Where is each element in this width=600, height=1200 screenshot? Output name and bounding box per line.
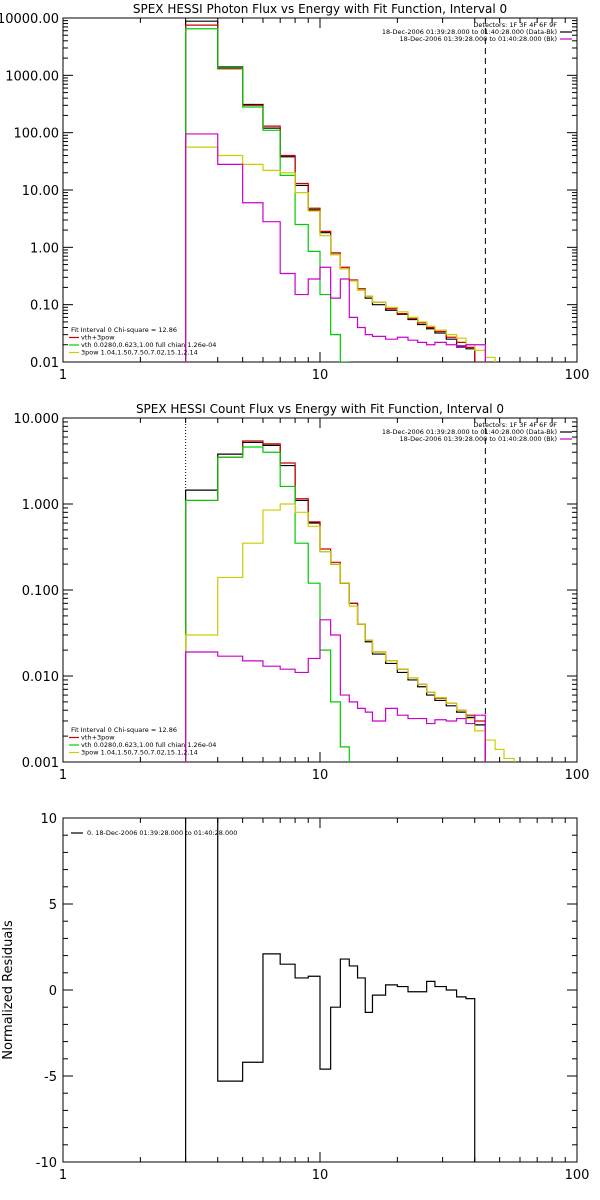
y-tick-label: 0.100 [22, 584, 59, 599]
y-tick-label: 10.000 [14, 412, 60, 427]
legend-text: 0. 18-Dec-2006 01:39:28.000 to 01:40:28.… [87, 829, 237, 837]
y-tick-label: 0.010 [22, 670, 59, 685]
y-tick-label: 100.00 [14, 127, 60, 142]
series-line-vth [185, 28, 350, 362]
series-line-data-bk [185, 441, 486, 762]
series-line-fit-total-1 [185, 440, 486, 762]
y-tick-label: 1.000 [22, 498, 59, 513]
series-line-fit-total-0 [185, 818, 476, 1162]
fit-info-line: vth+3pow [81, 734, 115, 742]
info-line: 18-Dec-2006 01:39:28.000 to 01:40:28.000… [400, 435, 558, 443]
x-tick-label: 100 [565, 368, 590, 383]
info-line: Detectors: 1F 3F 4F 6F 9F [473, 421, 557, 429]
chart-title: SPEX HESSI Count Flux vs Energy with Fit… [136, 402, 504, 416]
fit-info-line: 3pow 1.04,1.50,7.50,7.02,15.1,2.14 [81, 749, 198, 757]
y-tick-label: 0.01 [30, 356, 59, 371]
y-tick-label: 1.00 [30, 241, 59, 256]
y-tick-label: 1000.00 [5, 69, 59, 84]
x-tick-label: 1 [59, 368, 67, 383]
y-tick-label: -10 [36, 1156, 57, 1171]
x-tick-label: 10 [312, 368, 329, 383]
series-line-fit-total-1 [185, 24, 476, 362]
y-tick-label: 0.001 [22, 756, 59, 771]
x-tick-label: 1 [59, 1168, 67, 1183]
x-tick-label: 100 [565, 768, 590, 783]
y-tick-label: 10 [40, 812, 57, 827]
series-line-3pow [185, 503, 515, 762]
photon-flux-panel: SPEX HESSI Photon Flux vs Energy with Fi… [0, 2, 590, 383]
y-tick-label: 10.00 [22, 184, 59, 199]
series-line-bk [185, 133, 486, 362]
y-tick-label: 0 [49, 984, 57, 999]
x-tick-label: 100 [565, 1168, 590, 1183]
x-tick-label: 10 [312, 768, 329, 783]
plot-frame [62, 17, 578, 363]
fit-info-line: 3pow 1.04,1.50,7.50,7.02,15.1,2.14 [81, 349, 198, 357]
y-tick-label: 10000.00 [0, 12, 59, 27]
info-line: 18-Dec-2006 01:39:28.000 to 01:40:28.000… [400, 35, 558, 43]
series-line-bk [185, 619, 486, 762]
y-tick-label: 0.10 [30, 299, 59, 314]
y-axis-label: Normalized Residuals [1, 920, 16, 1060]
series-line-vth [185, 446, 350, 762]
series-line-3pow [185, 146, 496, 362]
y-tick-label: -5 [44, 1070, 57, 1085]
x-tick-label: 10 [312, 1168, 329, 1183]
fit-info-line: vth 0.0280,0.623,1.00 full chian 1.26e-0… [81, 341, 216, 349]
chart-title: SPEX HESSI Photon Flux vs Energy with Fi… [133, 2, 507, 16]
y-tick-label: 5 [49, 898, 57, 913]
fit-info-line: vth+3pow [81, 334, 115, 342]
fit-info-line: Fit Interval 0 Chi-square = 12.86 [71, 726, 177, 734]
x-tick-label: 1 [59, 768, 67, 783]
info-line: 18-Dec-2006 01:39:28.000 to 01:40:28.000… [382, 28, 557, 36]
fit-info-line: Fit Interval 0 Chi-square = 12.86 [71, 326, 177, 334]
count-flux-panel: SPEX HESSI Count Flux vs Energy with Fit… [14, 402, 590, 783]
info-line: 18-Dec-2006 01:39:28.000 to 01:40:28.000… [382, 428, 557, 436]
residuals-panel: 1 10 100 10 5 0 -5 -10 Normalized Residuals 0. 18… [1, 812, 589, 1183]
fit-info-line: vth 0.0280,0.623,1.00 full chian 1.26e-0… [81, 741, 216, 749]
info-line: Detectors: 1F 3F 4F 6F 9F [473, 21, 557, 29]
